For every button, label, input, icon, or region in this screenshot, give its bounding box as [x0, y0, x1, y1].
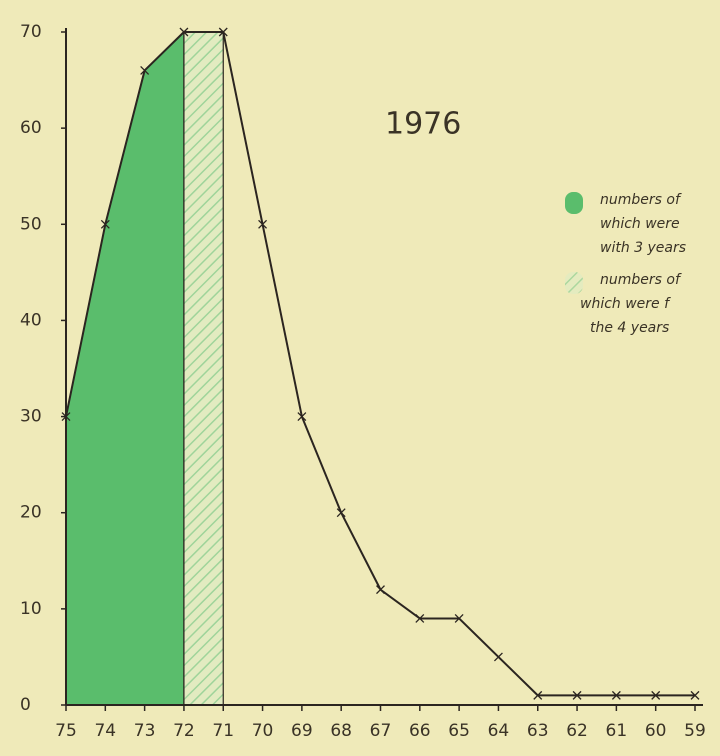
point-marker: [572, 690, 582, 700]
legend-label: the 4 years: [590, 320, 669, 336]
x-tick-label: 59: [684, 721, 706, 741]
point-marker: [297, 412, 307, 422]
y-tick-label: 70: [20, 22, 42, 42]
y-tick-label: 50: [20, 214, 42, 234]
x-tick-label: 62: [566, 721, 588, 741]
y-tick-label: 30: [20, 407, 42, 427]
y-tick-label: 0: [20, 695, 31, 715]
x-tick-label: 71: [212, 721, 234, 741]
point-marker: [100, 219, 110, 229]
point-marker: [258, 219, 268, 229]
point-marker: [454, 614, 464, 623]
x-tick-label: 72: [173, 721, 195, 741]
point-marker: [611, 690, 621, 700]
point-marker: [690, 690, 700, 700]
chart-title: 1976: [385, 107, 461, 142]
point-marker: [218, 27, 228, 37]
point-marker: [61, 412, 71, 422]
point-marker: [179, 27, 189, 37]
point-marker: [336, 508, 346, 518]
point-marker: [493, 652, 503, 662]
legend-label: which were: [600, 216, 680, 232]
y-tick-label: 10: [20, 599, 42, 619]
x-tick-label: 64: [488, 721, 510, 741]
x-tick-label: 67: [370, 721, 392, 741]
x-tick-label: 61: [606, 721, 628, 741]
point-marker: [415, 614, 425, 623]
x-tick-label: 75: [55, 721, 77, 741]
point-marker: [140, 65, 150, 75]
x-tick-label: 65: [448, 721, 470, 741]
legend-label: numbers of: [600, 272, 682, 288]
y-tick-label: 60: [20, 118, 42, 138]
legend-swatch: [565, 192, 583, 214]
x-tick-label: 73: [134, 721, 156, 741]
point-marker: [651, 690, 661, 700]
point-marker: [376, 585, 385, 595]
legend-swatch: [565, 272, 583, 294]
x-tick-label: 70: [252, 721, 274, 741]
y-tick-label: 20: [20, 503, 42, 523]
shaded-area: [183, 31, 224, 706]
x-tick-label: 69: [291, 721, 313, 741]
legend-label: numbers of: [600, 192, 682, 208]
shaded-area: [65, 30, 185, 706]
x-tick-label: 66: [409, 721, 431, 741]
y-tick-label: 40: [20, 310, 42, 330]
x-tick-label: 74: [94, 721, 116, 741]
legend-label: which were f: [580, 296, 671, 312]
point-marker: [533, 690, 543, 700]
x-tick-label: 63: [527, 721, 549, 741]
x-tick-label: 60: [645, 721, 667, 741]
x-tick-label: 68: [330, 721, 352, 741]
legend-label: with 3 years: [600, 240, 686, 256]
